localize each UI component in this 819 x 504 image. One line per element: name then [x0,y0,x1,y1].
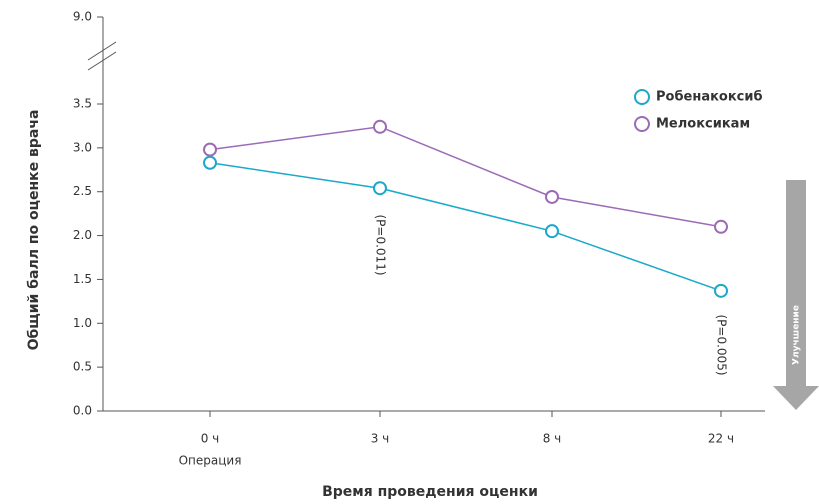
y-axis-label: Общий балл по оценке врача [26,110,42,351]
x-tick-label: 8 ч [543,432,562,446]
x-axis-label: Время проведения оценки [322,484,538,500]
y-tick-label: 3.5 [73,97,92,111]
legend-label: Робенакоксиб [656,90,763,105]
arrow-label: Улучшение [792,305,802,365]
y-tick-label: 1.0 [73,316,92,330]
point [203,155,217,170]
point [373,181,387,196]
legend-marker [634,116,650,132]
axis-break [87,51,117,71]
axis-break [87,41,117,61]
y-tick-label: 0.5 [73,360,92,374]
y-tick-label: 1.5 [73,272,92,286]
improvement-arrow [773,180,819,410]
point [373,119,387,134]
y-tick-label: 2.5 [73,184,92,198]
x-tick-label: 3 ч [371,432,390,446]
y-tick-label: 2.0 [73,228,92,242]
y-tick-label: 3.0 [73,140,92,154]
annotation: (P=0.011) [374,214,388,275]
legend-marker [634,89,650,105]
point [545,224,559,239]
x-tick-label: 0 ч [201,432,220,446]
point [545,189,559,204]
point [203,142,217,157]
x-tick-label: 22 ч [708,432,734,446]
point [714,283,728,298]
point [714,219,728,234]
y-tick-label: 0.0 [73,404,92,418]
series-line [209,162,722,292]
x-sublabel: Операция [179,454,242,468]
series-line [209,126,722,228]
legend-label: Мелоксикам [656,117,750,132]
annotation: (P=0.005) [715,314,729,375]
y-tick-label: 9.0 [73,10,92,24]
